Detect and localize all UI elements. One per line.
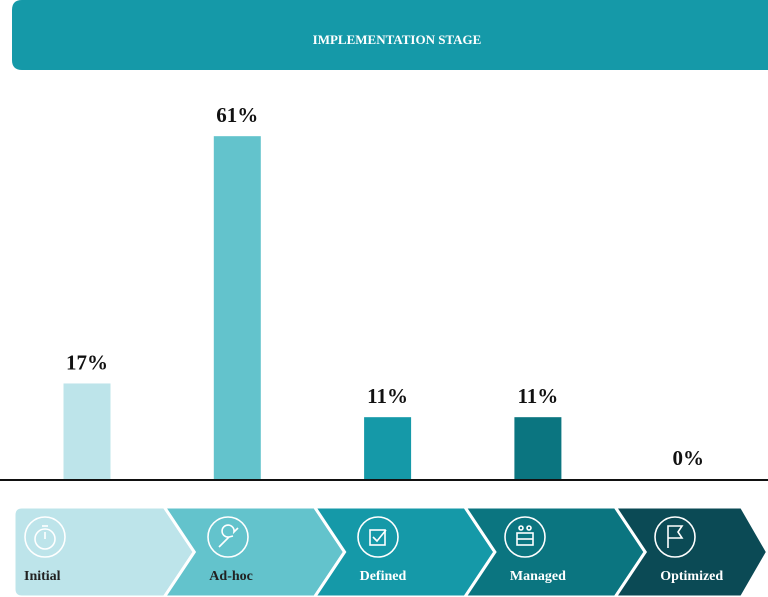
- bars: 17% 61% 11% 11% 0%: [63, 103, 704, 479]
- bar: [514, 417, 562, 479]
- icon-stopwatch: [24, 516, 66, 558]
- value-label: 0%: [672, 446, 704, 470]
- stage-label: Ad-hoc: [209, 569, 253, 584]
- stage-label: Initial: [24, 569, 61, 584]
- value-label: 17%: [66, 350, 108, 374]
- icon-flag: [654, 516, 696, 558]
- value-label: 11%: [367, 384, 408, 408]
- stage-label: Defined: [360, 569, 407, 584]
- value-label: 11%: [517, 384, 558, 408]
- stage-label: Optimized: [660, 569, 723, 584]
- icon-wrench: [207, 516, 249, 558]
- icon-checkbox: [357, 516, 399, 558]
- icon-team: [504, 516, 546, 558]
- stage-chevrons: Initial Ad-hoc Defined Managed Optimized: [12, 505, 768, 597]
- bar: [213, 136, 261, 479]
- value-label: 61%: [216, 103, 258, 127]
- stage-label: Managed: [510, 569, 566, 584]
- header-band: [12, 0, 768, 70]
- chart-title: IMPLEMENTATION STAGE: [313, 32, 482, 47]
- bar: [364, 417, 412, 479]
- icons: [24, 516, 696, 558]
- stage-chevron: [612, 505, 768, 597]
- bar: [63, 383, 111, 479]
